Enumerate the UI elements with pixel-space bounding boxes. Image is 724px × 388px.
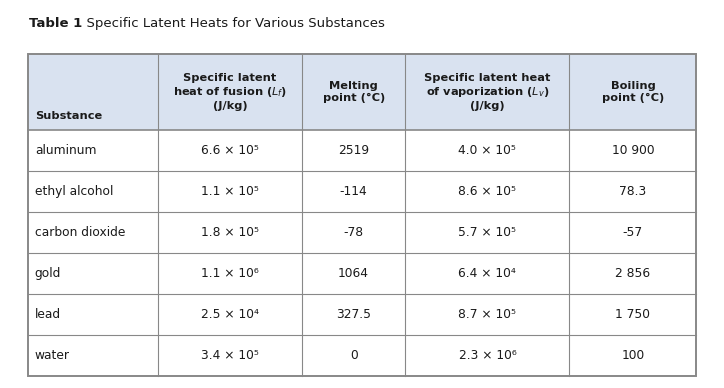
Text: carbon dioxide: carbon dioxide [35, 226, 125, 239]
Text: Substance: Substance [35, 111, 102, 121]
Bar [28, 130, 696, 171]
Text: 1064: 1064 [338, 267, 369, 280]
Bar [28, 294, 696, 335]
Text: Specific latent
heat of fusion ($L_f$)
(J/kg): Specific latent heat of fusion ($L_f$) (… [173, 73, 287, 111]
Bar [28, 335, 696, 376]
Text: 6.4 × 10⁴: 6.4 × 10⁴ [458, 267, 516, 280]
Text: 2519: 2519 [338, 144, 369, 157]
Text: 100: 100 [621, 349, 644, 362]
Text: 0: 0 [350, 349, 358, 362]
Text: 4.0 × 10⁵: 4.0 × 10⁵ [458, 144, 516, 157]
Text: lead: lead [35, 308, 61, 321]
Text: 2.3 × 10⁶: 2.3 × 10⁶ [458, 349, 516, 362]
Text: 6.6 × 10⁵: 6.6 × 10⁵ [201, 144, 258, 157]
Text: 8.6 × 10⁵: 8.6 × 10⁵ [458, 185, 516, 198]
Text: 327.5: 327.5 [336, 308, 371, 321]
Text: 10 900: 10 900 [612, 144, 654, 157]
Text: gold: gold [35, 267, 61, 280]
Text: water: water [35, 349, 70, 362]
Bar [28, 253, 696, 294]
Text: 2 856: 2 856 [615, 267, 650, 280]
Text: Specific Latent Heats for Various Substances: Specific Latent Heats for Various Substa… [78, 17, 385, 31]
Text: Melting
point (°C): Melting point (°C) [322, 81, 384, 103]
Text: 1.1 × 10⁶: 1.1 × 10⁶ [201, 267, 258, 280]
Text: Table 1: Table 1 [29, 17, 83, 31]
Text: 5.7 × 10⁵: 5.7 × 10⁵ [458, 226, 516, 239]
Text: 78.3: 78.3 [619, 185, 647, 198]
Text: -114: -114 [340, 185, 368, 198]
Text: 1.8 × 10⁵: 1.8 × 10⁵ [201, 226, 259, 239]
Text: 2.5 × 10⁴: 2.5 × 10⁴ [201, 308, 259, 321]
Text: Boiling
point (°C): Boiling point (°C) [602, 81, 664, 103]
Text: ethyl alcohol: ethyl alcohol [35, 185, 113, 198]
Text: Specific latent heat
of vaporization ($L_v$)
(J/kg): Specific latent heat of vaporization ($L… [424, 73, 551, 111]
Text: -78: -78 [344, 226, 363, 239]
Bar [28, 54, 696, 376]
Text: aluminum: aluminum [35, 144, 96, 157]
Bar [28, 54, 696, 130]
Text: 1.1 × 10⁵: 1.1 × 10⁵ [201, 185, 258, 198]
Bar [28, 171, 696, 212]
Text: 8.7 × 10⁵: 8.7 × 10⁵ [458, 308, 516, 321]
Text: 3.4 × 10⁵: 3.4 × 10⁵ [201, 349, 258, 362]
Text: -57: -57 [623, 226, 643, 239]
Text: 1 750: 1 750 [615, 308, 650, 321]
Bar [28, 212, 696, 253]
